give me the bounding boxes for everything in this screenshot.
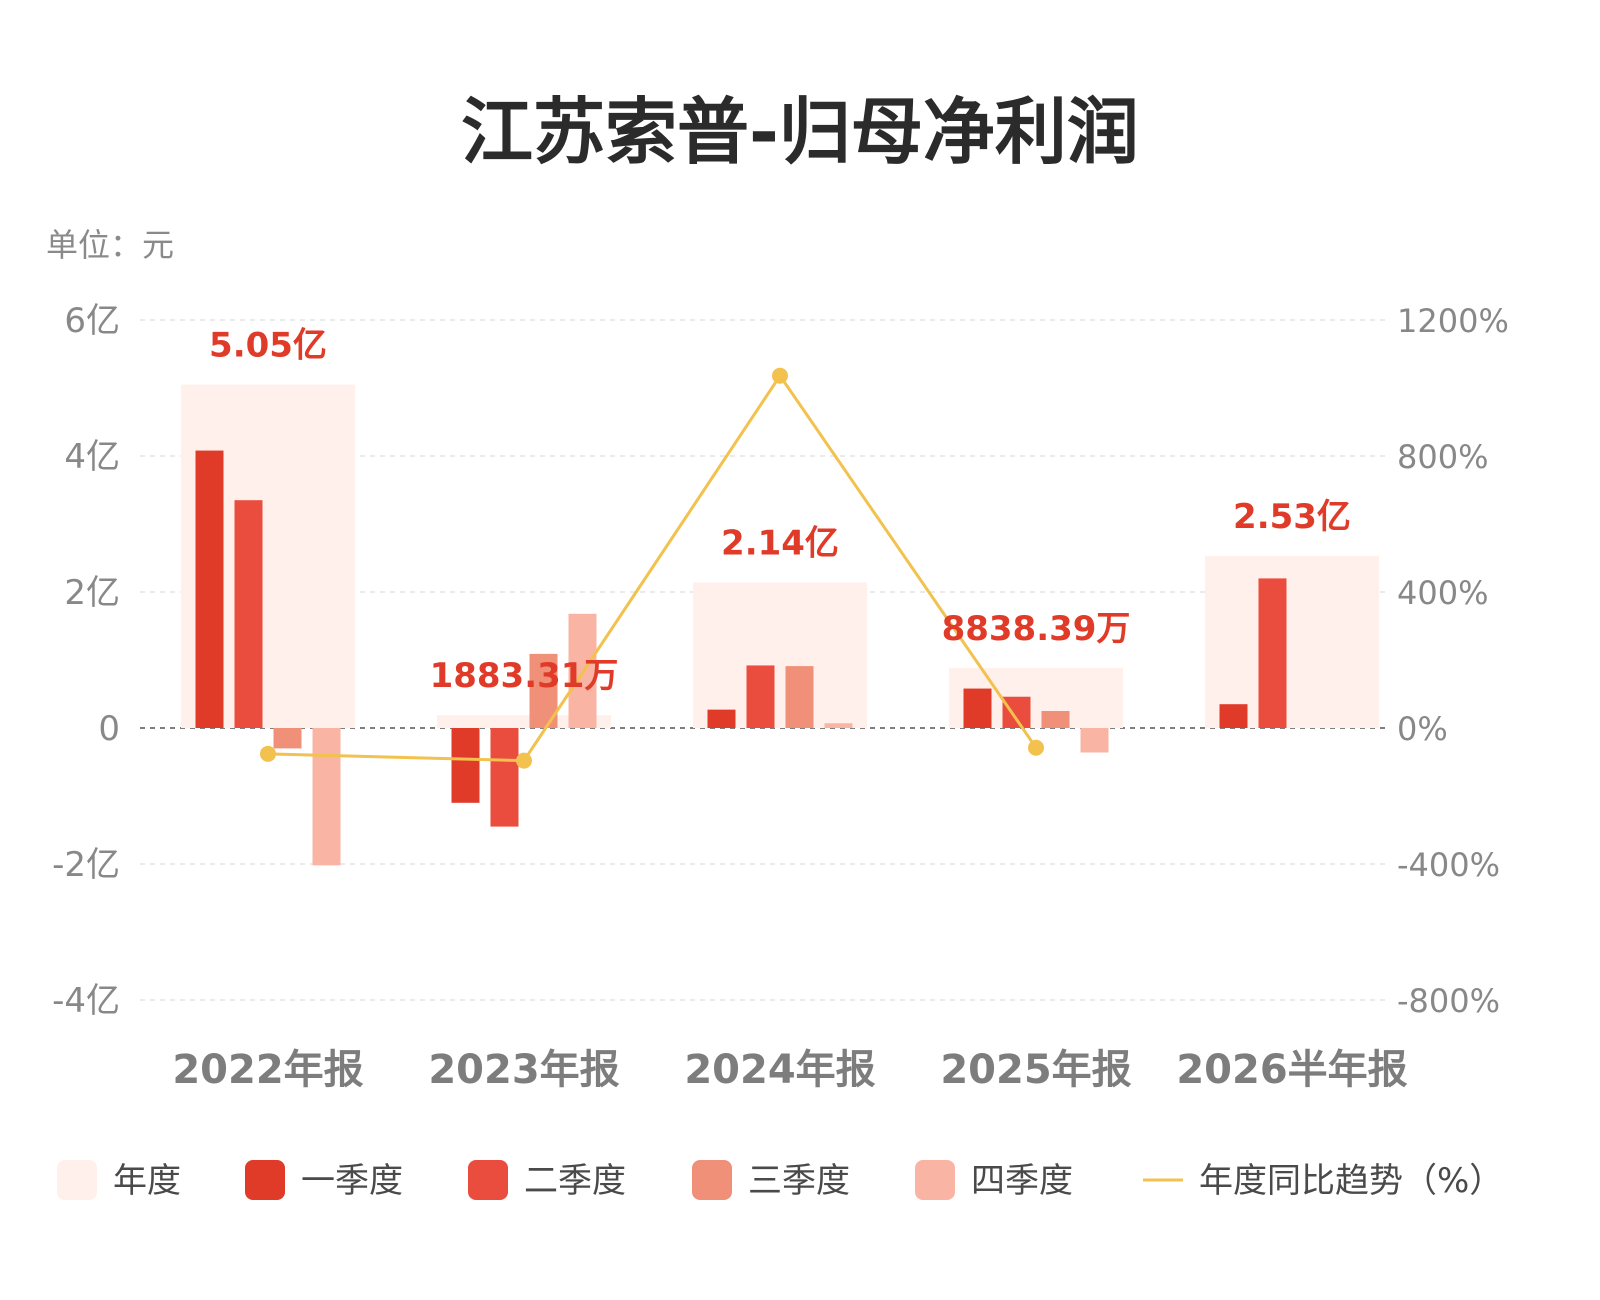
legend-swatch bbox=[57, 1160, 97, 1200]
y2-tick-label: 800% bbox=[1397, 438, 1488, 476]
annual-value-label: 2.53亿 bbox=[1233, 497, 1351, 537]
quarter-bar bbox=[312, 728, 341, 866]
annual-labels: 5.05亿 1883.31万 2.14亿 8838.39万 2.53亿 bbox=[209, 326, 1351, 697]
annual-value-label: 8838.39万 bbox=[942, 609, 1131, 649]
legend: 年度 一季度 二季度 三季度 四季度 年度同比趋势（%） bbox=[57, 1160, 1503, 1201]
legend-label: 年度 bbox=[113, 1161, 181, 1201]
quarter-bar bbox=[963, 688, 992, 728]
trend-point bbox=[516, 752, 532, 769]
legend-swatch bbox=[468, 1160, 508, 1200]
x-tick-label: 2023年报 bbox=[428, 1047, 619, 1093]
annual-value-label: 1883.31万 bbox=[430, 656, 619, 696]
quarter-bar bbox=[1041, 711, 1070, 728]
chart-title: 江苏索普-归母净利润 bbox=[461, 90, 1139, 174]
legend-label: 四季度 bbox=[971, 1161, 1073, 1201]
y-tick-label: 4亿 bbox=[64, 437, 120, 477]
trend-point bbox=[772, 367, 788, 384]
legend-label: 三季度 bbox=[748, 1161, 850, 1201]
y-tick-label: 0 bbox=[98, 709, 120, 749]
legend-item: 一季度 bbox=[245, 1160, 403, 1201]
trend-series bbox=[260, 367, 1044, 769]
y-tick-label: 2亿 bbox=[64, 573, 120, 613]
quarter-bar bbox=[451, 728, 480, 803]
annual-value-label: 2.14亿 bbox=[721, 523, 839, 563]
y2-tick-label: 0% bbox=[1397, 710, 1448, 748]
legend-item: 三季度 bbox=[692, 1160, 850, 1201]
y-axis-right: 1200% 800% 400% 0% -400% -800% bbox=[1397, 302, 1509, 1020]
quarter-bar bbox=[1258, 578, 1287, 728]
quarter-bar bbox=[490, 728, 519, 827]
y-tick-label: -2亿 bbox=[52, 845, 120, 885]
quarter-bar bbox=[1080, 728, 1109, 753]
legend-item: 年度 bbox=[57, 1160, 181, 1201]
quarter-bar bbox=[273, 728, 302, 749]
annual-value-label: 5.05亿 bbox=[209, 326, 327, 366]
unit-label: 单位：元 bbox=[46, 226, 174, 264]
x-tick-label: 2024年报 bbox=[684, 1047, 875, 1093]
y-tick-label: -4亿 bbox=[52, 981, 120, 1021]
x-tick-label: 2026半年报 bbox=[1176, 1047, 1407, 1093]
y2-tick-label: -400% bbox=[1397, 846, 1500, 884]
legend-label: 年度同比趋势（%） bbox=[1199, 1161, 1503, 1201]
trend-point bbox=[260, 745, 276, 762]
y-tick-label: 6亿 bbox=[64, 301, 120, 341]
annual-bar bbox=[693, 582, 867, 728]
annual-bar bbox=[437, 715, 611, 728]
trend-line bbox=[267, 373, 1038, 763]
quarter-bar bbox=[234, 500, 263, 728]
quarter-bar bbox=[195, 450, 224, 728]
legend-swatch bbox=[915, 1160, 955, 1200]
legend-item: 年度同比趋势（%） bbox=[1143, 1161, 1503, 1201]
y-axis-left: 6亿 4亿 2亿 0 -2亿 -4亿 bbox=[52, 301, 120, 1021]
quarter-bar bbox=[1002, 696, 1031, 728]
quarter-bar bbox=[746, 665, 775, 728]
quarter-bar bbox=[707, 709, 736, 728]
legend-swatch bbox=[245, 1160, 285, 1200]
legend-label: 二季度 bbox=[524, 1161, 626, 1201]
quarter-series bbox=[195, 450, 1287, 866]
quarter-bar bbox=[824, 723, 853, 728]
legend-item: 二季度 bbox=[468, 1160, 626, 1201]
annual-bar bbox=[1205, 555, 1379, 728]
y2-tick-label: 1200% bbox=[1397, 302, 1509, 340]
quarter-bar bbox=[1219, 704, 1248, 728]
legend-item: 四季度 bbox=[915, 1160, 1073, 1201]
trend-point bbox=[1028, 739, 1044, 756]
x-tick-label: 2022年报 bbox=[172, 1047, 363, 1093]
x-axis: 2022年报 2023年报 2024年报 2025年报 2026半年报 bbox=[172, 1047, 1407, 1093]
legend-swatch bbox=[692, 1160, 732, 1200]
y2-tick-label: -800% bbox=[1397, 982, 1500, 1020]
quarter-bar bbox=[785, 666, 814, 728]
x-tick-label: 2025年报 bbox=[940, 1047, 1131, 1093]
legend-label: 一季度 bbox=[301, 1161, 403, 1201]
y2-tick-label: 400% bbox=[1397, 574, 1488, 612]
